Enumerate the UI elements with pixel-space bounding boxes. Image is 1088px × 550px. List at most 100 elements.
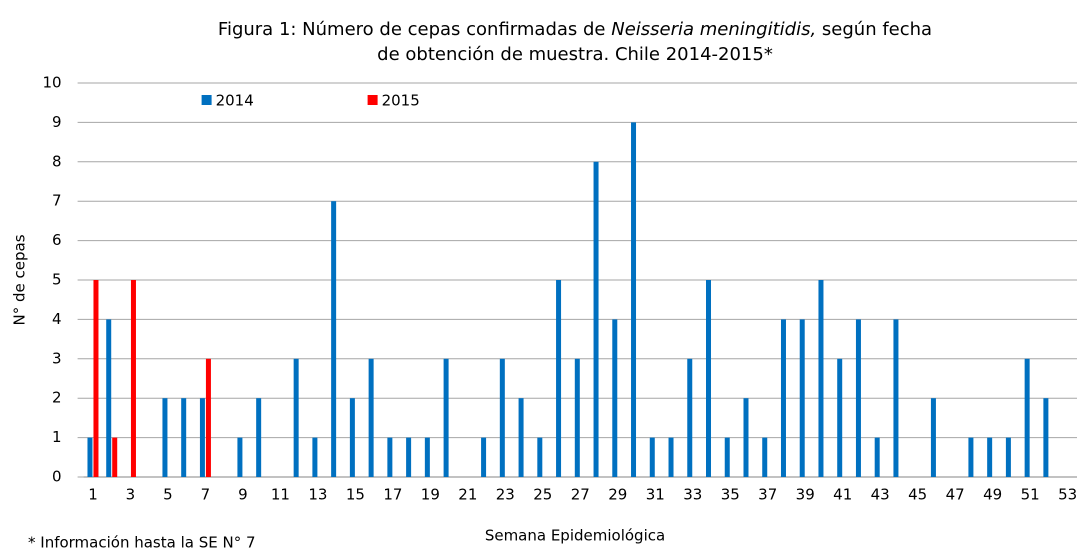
- bar: [818, 280, 824, 477]
- bar: [631, 122, 637, 478]
- bar: [312, 437, 318, 477]
- x-tick-label: 39: [796, 486, 815, 504]
- bar: [205, 358, 211, 477]
- bar: [743, 398, 749, 477]
- bar: [612, 319, 618, 477]
- bar: [893, 319, 899, 477]
- y-tick-label: 9: [52, 113, 62, 131]
- y-axis-title: N° de cepas: [11, 234, 29, 325]
- x-tick-label: 35: [721, 486, 740, 504]
- bar: [780, 319, 786, 477]
- bar: [112, 437, 118, 477]
- y-tick-label: 5: [52, 271, 62, 289]
- y-tick-label: 7: [52, 192, 62, 210]
- bar: [256, 398, 262, 477]
- legend-swatch: [367, 95, 378, 105]
- bar: [968, 437, 974, 477]
- bar: [162, 398, 168, 477]
- legend-label: 2015: [382, 92, 420, 110]
- bar: [593, 161, 599, 478]
- chart-title: de obtención de muestra. Chile 2014-2015…: [377, 44, 773, 65]
- x-tick-label: 27: [571, 486, 590, 504]
- bar: [237, 437, 243, 477]
- bar: [799, 319, 805, 477]
- y-tick-label: 8: [52, 152, 62, 170]
- footnote: * Información hasta la SE N° 7: [28, 534, 256, 550]
- chart-title: Figura 1: Número de cepas confirmadas de…: [218, 19, 932, 40]
- bar: [293, 358, 299, 477]
- bar: [130, 280, 136, 477]
- bar: [518, 398, 524, 477]
- x-tick-label: 15: [346, 486, 365, 504]
- bar: [387, 437, 393, 477]
- x-tick-label: 45: [908, 486, 927, 504]
- bar: [687, 358, 693, 477]
- x-tick-label: 31: [646, 486, 665, 504]
- legend-swatch: [201, 95, 212, 105]
- x-tick-label: 3: [126, 486, 136, 504]
- bar: [331, 201, 337, 477]
- title-part: Neisseria meningitidis,: [611, 19, 816, 40]
- y-tick-label: 1: [52, 428, 62, 446]
- y-tick-label: 6: [52, 231, 62, 249]
- x-tick-label: 13: [308, 486, 327, 504]
- bar: [837, 358, 843, 477]
- legend-label: 2014: [216, 92, 254, 110]
- y-tick-label: 4: [52, 310, 62, 328]
- y-tick-label: 0: [52, 468, 62, 486]
- title-part: Figura 1: Número de cepas confirmadas de: [218, 19, 611, 40]
- bar: [556, 280, 562, 477]
- bar: [762, 437, 768, 477]
- bar: [874, 437, 880, 477]
- bar: [199, 398, 205, 477]
- x-tick-label: 47: [946, 486, 965, 504]
- bar: [443, 358, 449, 477]
- bar: [349, 398, 355, 477]
- x-tick-label: 1: [88, 486, 98, 504]
- bar: [368, 358, 374, 477]
- bar: [481, 437, 487, 477]
- y-tick-label: 10: [43, 74, 62, 92]
- bar: [987, 437, 993, 477]
- bar: [87, 437, 93, 477]
- x-tick-label: 17: [383, 486, 402, 504]
- bar: [499, 358, 505, 477]
- bar: [537, 437, 543, 477]
- x-axis-title: Semana Epidemiológica: [485, 527, 665, 545]
- x-tick-label: 9: [238, 486, 248, 504]
- y-tick-label: 2: [52, 389, 62, 407]
- bar: [930, 398, 936, 477]
- x-tick-label: 21: [458, 486, 477, 504]
- bar: [855, 319, 861, 477]
- bar: [424, 437, 430, 477]
- x-tick-label: 33: [683, 486, 702, 504]
- x-tick-label: 19: [421, 486, 440, 504]
- x-tick-label: 49: [983, 486, 1002, 504]
- x-tick-label: 41: [833, 486, 852, 504]
- x-tick-label: 5: [163, 486, 173, 504]
- bar: [406, 437, 412, 477]
- bar: [1005, 437, 1011, 477]
- x-tick-label: 37: [758, 486, 777, 504]
- x-tick-label: 43: [871, 486, 890, 504]
- bar: [1024, 358, 1030, 477]
- bar: [181, 398, 187, 477]
- bar: [668, 437, 674, 477]
- x-tick-label: 23: [496, 486, 515, 504]
- bar: [724, 437, 730, 477]
- x-tick-label: 11: [271, 486, 290, 504]
- bar: [574, 358, 580, 477]
- x-tick-label: 7: [201, 486, 211, 504]
- x-tick-label: 53: [1058, 486, 1077, 504]
- title-part: según fecha: [816, 19, 932, 40]
- y-tick-label: 3: [52, 349, 62, 367]
- bar: [649, 437, 655, 477]
- bar: [106, 319, 112, 477]
- x-tick-label: 29: [608, 486, 627, 504]
- bar: [706, 280, 712, 477]
- bar: [93, 280, 99, 477]
- bar: [1043, 398, 1049, 477]
- x-tick-label: 51: [1021, 486, 1040, 504]
- x-tick-label: 25: [533, 486, 552, 504]
